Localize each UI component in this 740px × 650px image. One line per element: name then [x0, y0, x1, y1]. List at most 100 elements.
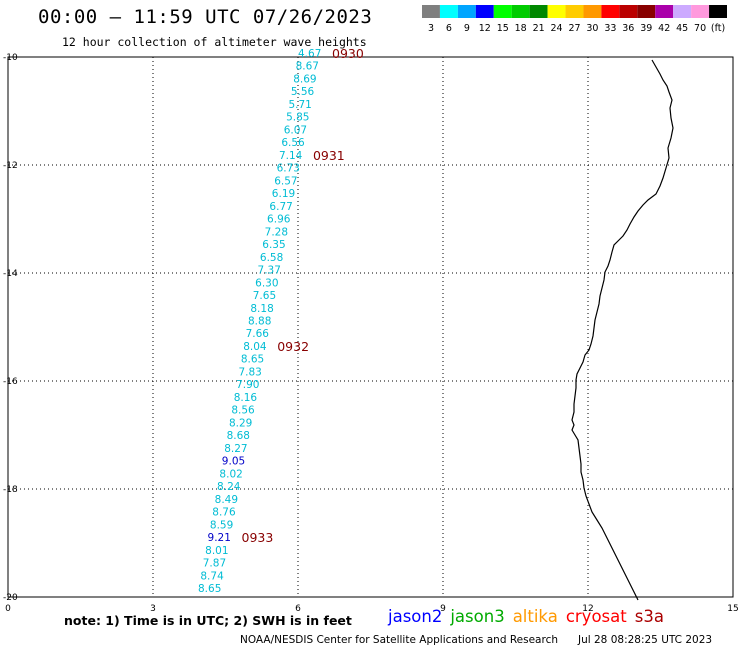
scale-label: 15	[497, 23, 509, 33]
y-tick-label: -20	[3, 593, 18, 603]
credit-timestamp: Jul 28 08:28:25 UTC 2023	[578, 634, 713, 646]
scale-swatch	[475, 5, 494, 18]
scale-label: 27	[568, 23, 580, 33]
scale-label: 3	[428, 23, 434, 33]
scale-label: 6	[446, 23, 452, 33]
wave-height-label: 7.37	[258, 265, 281, 277]
scale-swatch	[673, 5, 692, 18]
scale-label: 18	[515, 23, 527, 33]
chart-title: 00:00 – 11:59 UTC 07/26/2023	[38, 6, 373, 28]
wave-height-label: 8.01	[205, 545, 228, 557]
chart-subtitle: 12 hour collection of altimeter wave hei…	[62, 35, 367, 49]
scale-swatch	[493, 5, 512, 18]
wave-height-label: 7.14	[279, 150, 303, 162]
scale-label: 24	[551, 23, 563, 33]
mission-altika: altika	[512, 607, 558, 626]
scale-label: 33	[604, 23, 616, 33]
wave-height-label: 8.18	[250, 303, 273, 315]
x-tick-label: 6	[295, 604, 301, 614]
y-tick-label: -16	[3, 377, 18, 387]
wave-height-track: 4.678.678.695.565.715.856.076.567.146.73…	[198, 46, 364, 595]
wave-height-label: 6.07	[284, 124, 307, 136]
scale-label: (ft)	[711, 23, 725, 33]
wave-height-label: 6.19	[272, 188, 295, 200]
wave-height-label: 7.28	[265, 226, 288, 238]
wave-height-label: 8.65	[198, 583, 221, 595]
scale-label: 12	[479, 23, 491, 33]
mission-s3a: s3a	[634, 607, 664, 626]
time-label: 0931	[313, 148, 345, 163]
scale-swatch	[709, 5, 727, 18]
mission-jason2: jason2	[388, 607, 443, 626]
wave-height-label: 8.56	[231, 405, 255, 417]
mission-jason3: jason3	[450, 607, 505, 626]
credit-text: NOAA/NESDIS Center for Satellite Applica…	[240, 634, 558, 646]
wave-height-label: 8.59	[210, 519, 233, 531]
y-tick-label: -10	[3, 53, 18, 63]
scale-label: 39	[640, 23, 652, 33]
x-tick-label: 12	[582, 604, 593, 614]
wave-height-label: 8.88	[248, 316, 271, 328]
scale-label: 21	[533, 23, 545, 33]
wave-height-label: 7.90	[236, 379, 259, 391]
y-tick-label: -14	[3, 269, 18, 279]
scale-swatch	[457, 5, 476, 18]
scale-swatch	[565, 5, 584, 18]
scale-label: 36	[622, 23, 634, 33]
scale-swatch	[439, 5, 458, 18]
wave-height-label: 8.16	[234, 392, 258, 404]
time-label: 0933	[242, 530, 274, 545]
wave-height-label: 6.96	[267, 214, 291, 226]
time-label: 0930	[332, 46, 364, 61]
x-tick-label: 3	[150, 604, 156, 614]
scale-label: 9	[464, 23, 470, 33]
wave-height-label: 8.49	[215, 494, 238, 506]
wave-height-label: 7.83	[238, 366, 261, 378]
coastline	[571, 59, 674, 601]
scale-swatch	[655, 5, 674, 18]
x-tick-label: 15	[727, 604, 738, 614]
wave-height-label: 6.77	[269, 201, 292, 213]
mission-cryosat: cryosat	[565, 607, 627, 626]
wave-height-label: 6.56	[281, 137, 305, 149]
scale-swatch	[511, 5, 530, 18]
scale-swatch	[619, 5, 638, 18]
wave-height-label: 9.05	[222, 456, 245, 468]
map-border	[7, 56, 734, 598]
wave-height-label: 8.69	[293, 73, 316, 85]
x-tick-label: 0	[5, 604, 11, 614]
wave-height-label: 6.73	[277, 163, 300, 175]
wave-height-label: 8.02	[219, 468, 242, 480]
mission-legend: jason2 jason3 altika cryosat s3a	[388, 607, 672, 626]
scale-label: 45	[676, 23, 688, 33]
scale-swatch	[583, 5, 602, 18]
scale-label: 42	[658, 23, 670, 33]
wave-height-label: 6.35	[262, 239, 285, 251]
y-tick-label: -18	[3, 485, 18, 495]
scale-swatch	[547, 5, 566, 18]
scale-swatch	[422, 5, 440, 18]
scale-label: 30	[586, 23, 598, 33]
wave-height-label: 6.30	[255, 277, 278, 289]
wave-height-label: 8.04	[243, 341, 267, 353]
wave-height-label: 6.58	[260, 252, 283, 264]
scale-swatch	[529, 5, 548, 18]
scale-swatch	[637, 5, 656, 18]
axis-labels: 0 3 6 9 12 15 -10 -12 -14 -16 -18 -20	[3, 53, 739, 614]
wave-height-label: 8.27	[224, 443, 247, 455]
wave-height-label: 4.67	[298, 48, 321, 60]
y-tick-label: -12	[3, 161, 18, 171]
wave-height-label: 8.76	[212, 507, 236, 519]
wave-height-label: 8.68	[227, 430, 250, 442]
scale-label: 70	[694, 23, 706, 33]
wave-height-label: 6.57	[274, 175, 297, 187]
note-text: note: 1) Time is in UTC; 2) SWH is in fe…	[64, 613, 352, 628]
wave-height-label: 8.74	[200, 570, 224, 582]
wave-height-label: 8.24	[217, 481, 241, 493]
wave-height-label: 7.66	[246, 328, 270, 340]
wave-height-label: 8.67	[296, 61, 319, 73]
wave-height-label: 5.56	[291, 86, 315, 98]
scale-swatch	[691, 5, 710, 18]
map-grid	[7, 56, 734, 598]
